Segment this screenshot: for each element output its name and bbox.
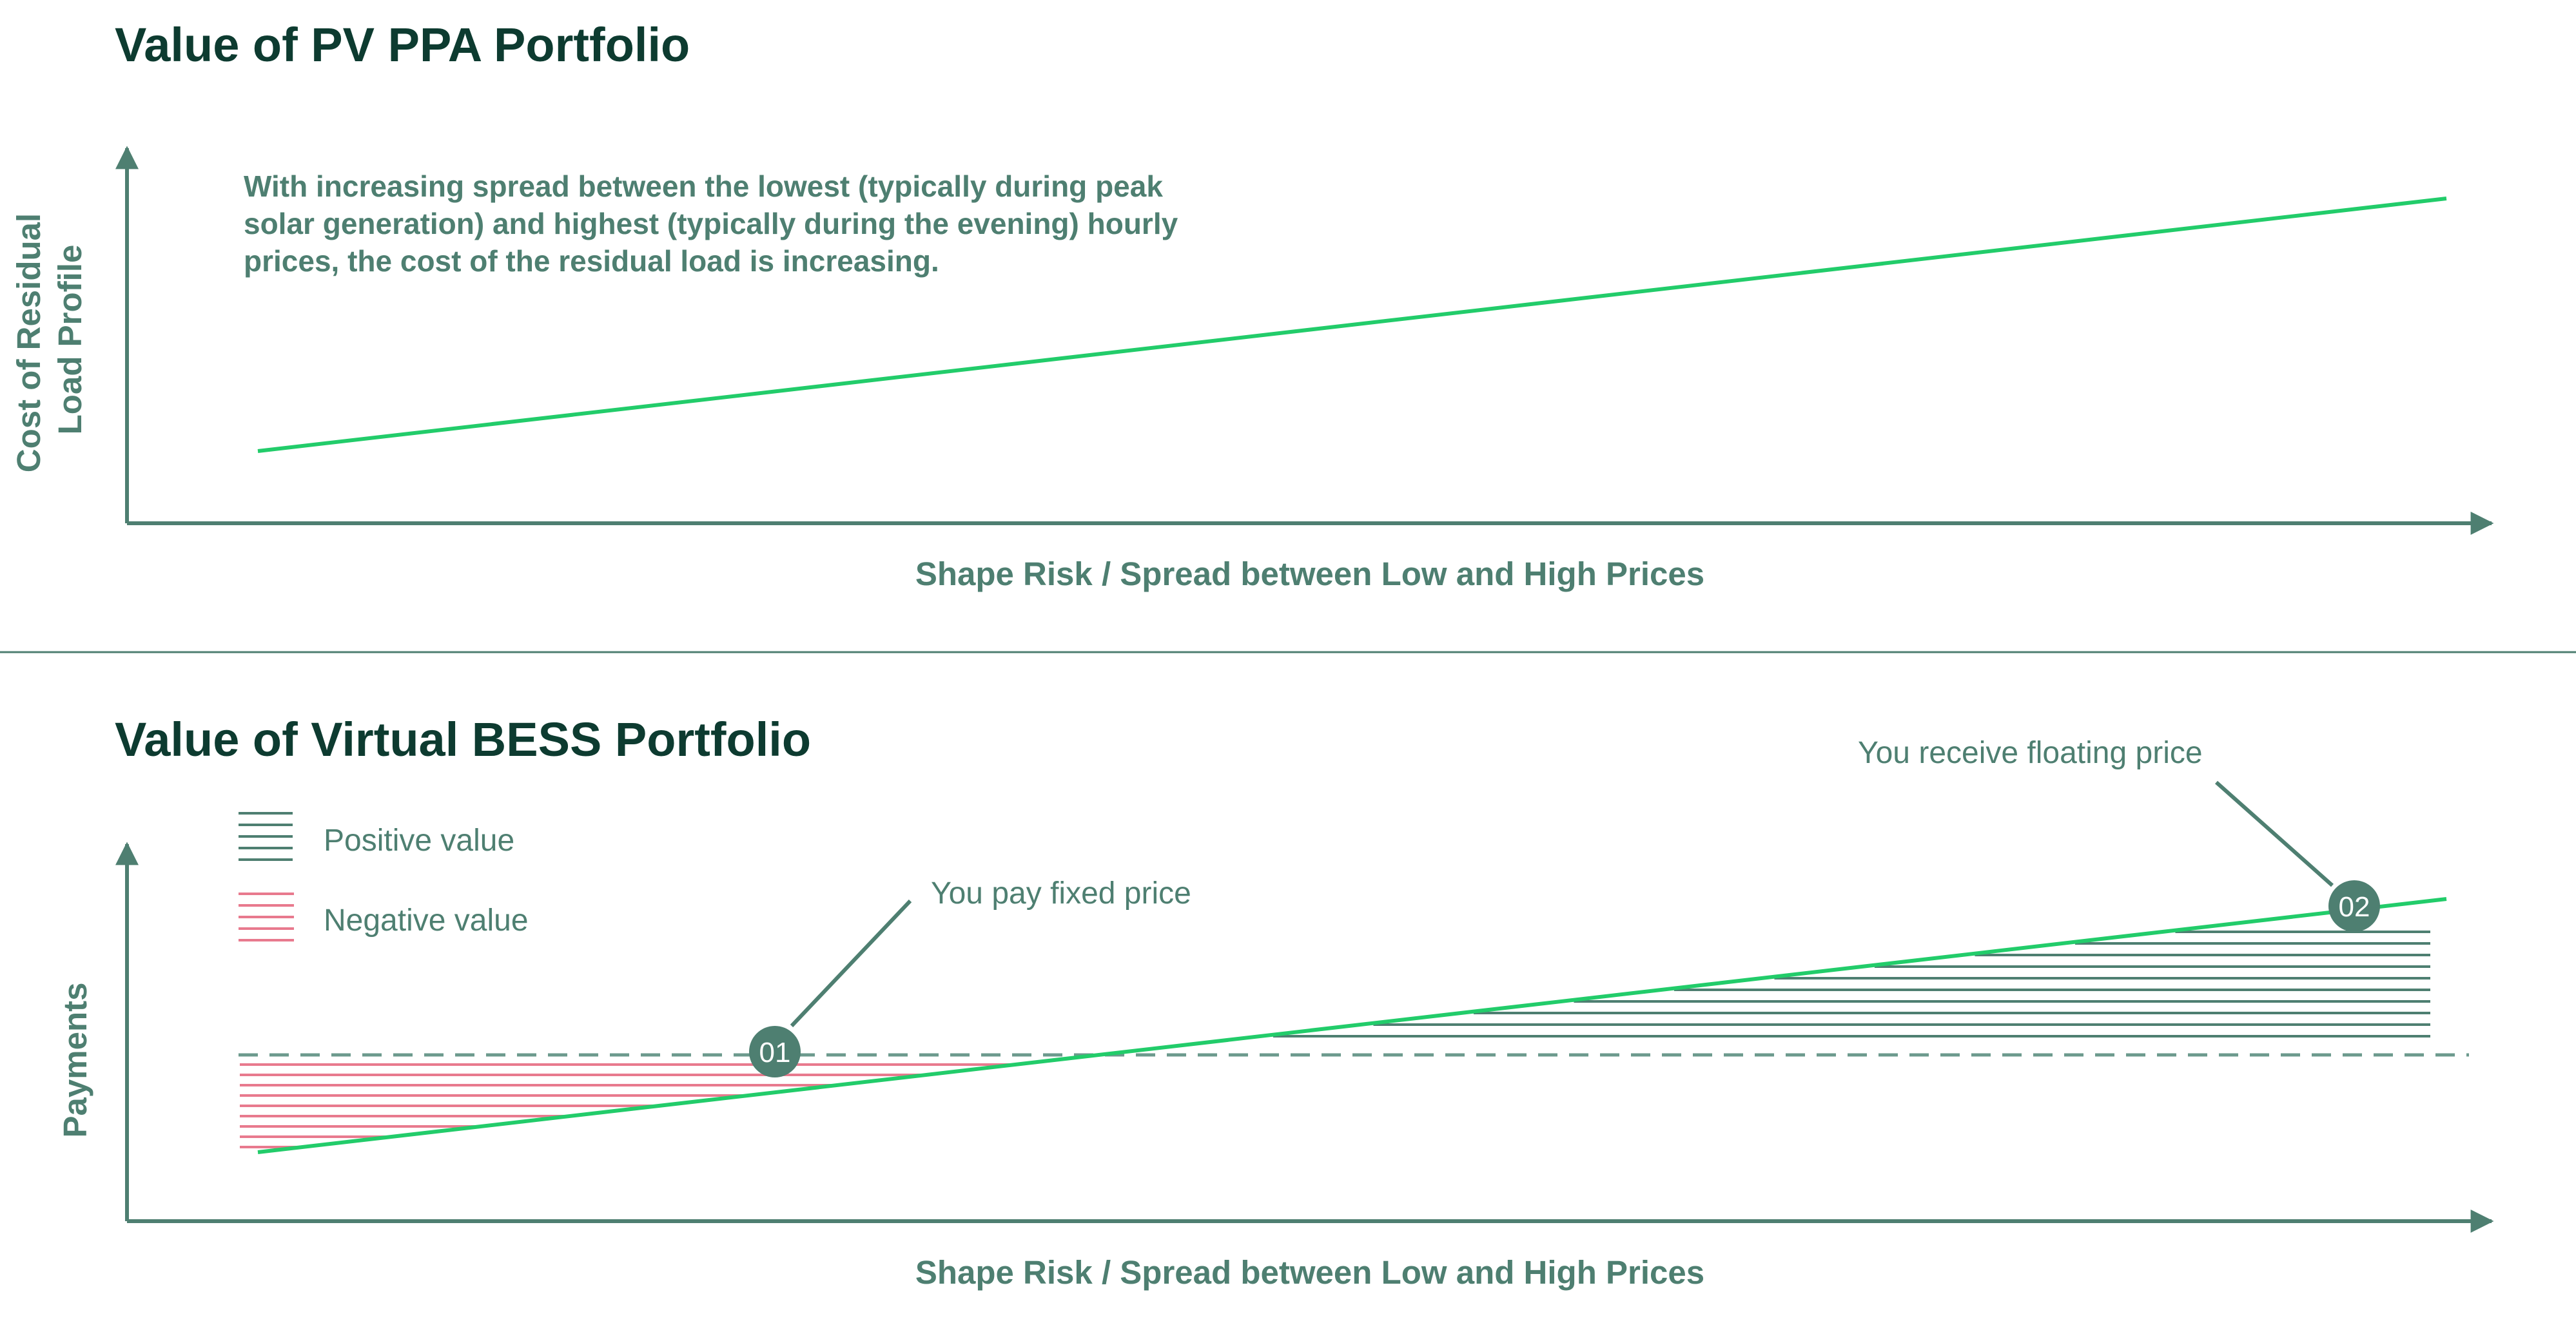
floating-price-line bbox=[257, 897, 2447, 1154]
negative-value-area bbox=[240, 1063, 1015, 1148]
bottom-panel: Value of Virtual BESS Portfolio Payments… bbox=[57, 713, 2494, 1291]
callout-02-text: You receive floating price bbox=[1858, 736, 2203, 770]
callout-02-badge bbox=[2328, 880, 2380, 932]
top-note-line3: prices, the cost of the residual load is… bbox=[244, 244, 939, 278]
top-note-line1: With increasing spread between the lowes… bbox=[244, 169, 1163, 203]
legend: Positive value Negative value bbox=[239, 812, 529, 941]
top-cost-trend-line bbox=[257, 197, 2447, 453]
top-y-axis-label-line2: Load Profile bbox=[52, 245, 88, 435]
callout-01-text: You pay fixed price bbox=[931, 876, 1191, 911]
legend-negative-label: Negative value bbox=[324, 903, 529, 938]
legend-negative-swatch bbox=[239, 893, 294, 941]
callout-01-badge-label: 01 bbox=[759, 1037, 791, 1068]
top-y-axis-label-line1: Cost of Residual bbox=[10, 213, 47, 472]
bottom-y-axis-label: Payments bbox=[57, 983, 93, 1138]
bottom-x-axis-label: Shape Risk / Spread between Low and High… bbox=[915, 1254, 1704, 1291]
legend-positive-swatch bbox=[239, 812, 293, 861]
positive-value-area bbox=[1273, 931, 2430, 1038]
callout-02-badge-label: 02 bbox=[2339, 891, 2370, 923]
legend-positive-label: Positive value bbox=[324, 824, 514, 858]
top-panel-title: Value of PV PPA Portfolio bbox=[115, 18, 690, 72]
callout-02-leader bbox=[2215, 780, 2334, 887]
callout-01-badge bbox=[749, 1026, 801, 1077]
top-panel: Value of PV PPA Portfolio Cost of Residu… bbox=[10, 18, 2494, 592]
top-note-line2: solar generation) and highest (typically… bbox=[244, 207, 1178, 240]
top-x-axis-label: Shape Risk / Spread between Low and High… bbox=[915, 555, 1704, 592]
callout-01-leader bbox=[790, 899, 912, 1028]
bottom-panel-title: Value of Virtual BESS Portfolio bbox=[115, 713, 811, 766]
